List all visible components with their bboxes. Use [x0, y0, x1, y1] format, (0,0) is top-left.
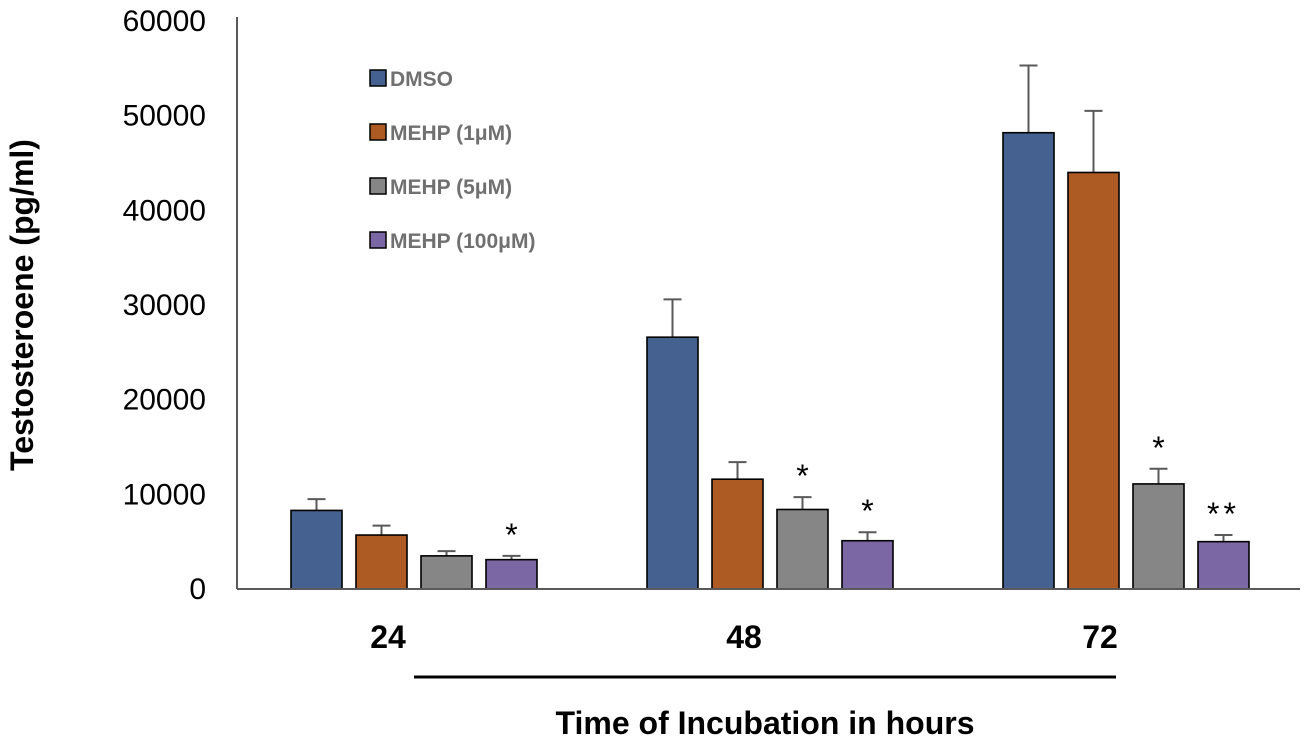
- y-tick-label: 60000: [123, 5, 206, 38]
- legend: DMSO MEHP (1μM) MEHP (5μM) MEHP (100μM): [369, 68, 536, 253]
- error-bar: [793, 496, 812, 510]
- error-bars: [307, 64, 1233, 560]
- y-tick-label: 20000: [123, 384, 206, 417]
- x-tick-label: 72: [1082, 619, 1118, 655]
- y-axis-title: Testosteroene (pg/ml): [4, 139, 40, 471]
- error-bar: [1019, 64, 1038, 133]
- error-bar: [1149, 467, 1168, 484]
- error-bar: [1214, 534, 1233, 542]
- y-tick-label: 40000: [123, 194, 206, 227]
- error-bar: [663, 298, 682, 338]
- legend-item: MEHP (1μM): [369, 122, 512, 145]
- legend-swatch: [369, 177, 387, 195]
- bar: [290, 509, 343, 590]
- bar: [420, 555, 473, 590]
- legend-label: MEHP (1μM): [390, 122, 512, 145]
- x-tick-label: 48: [726, 619, 762, 655]
- bar: [776, 508, 829, 590]
- legend-swatch: [369, 123, 387, 141]
- y-tick-label: 30000: [123, 289, 206, 322]
- significance-mark: **: [1207, 496, 1240, 532]
- legend-item: MEHP (5μM): [369, 176, 512, 199]
- y-tick-label: 50000: [123, 100, 206, 133]
- error-bar: [858, 531, 877, 541]
- y-tick-label: 10000: [123, 478, 206, 511]
- bar: [1197, 540, 1250, 590]
- error-bar: [728, 461, 747, 480]
- legend-swatch: [369, 69, 387, 87]
- bar: [711, 478, 764, 590]
- bar: [1132, 483, 1185, 590]
- error-bar: [1084, 109, 1103, 173]
- legend-swatch: [369, 231, 387, 249]
- significance-mark: *: [1152, 430, 1164, 466]
- bar: [841, 539, 894, 590]
- bar: [485, 558, 538, 590]
- bar: [646, 336, 699, 590]
- bar: [355, 534, 408, 590]
- error-bar: [307, 498, 326, 511]
- legend-item: DMSO: [369, 68, 453, 91]
- error-bar: [372, 524, 391, 536]
- x-axis-title: Time of Incubation in hours: [556, 705, 975, 741]
- y-tick-label: 0: [189, 573, 206, 606]
- significance-mark: *: [861, 493, 873, 529]
- legend-label: MEHP (5μM): [390, 176, 512, 199]
- significance-marks: **** **: [505, 430, 1240, 553]
- x-tick-label: 24: [370, 619, 406, 655]
- x-axis-categories: 24 48 72: [370, 619, 1118, 655]
- bar: [1002, 131, 1055, 590]
- y-axis-ticks: 0 10000 20000 30000 40000 50000 60000: [123, 5, 206, 606]
- legend-label: DMSO: [390, 68, 453, 91]
- axes: [236, 17, 1300, 590]
- significance-mark: *: [796, 458, 808, 494]
- legend-item: MEHP (100μM): [369, 230, 536, 253]
- significance-mark: *: [505, 517, 517, 553]
- bars: [290, 131, 1250, 590]
- legend-label: MEHP (100μM): [390, 230, 536, 253]
- bar: [1067, 171, 1120, 590]
